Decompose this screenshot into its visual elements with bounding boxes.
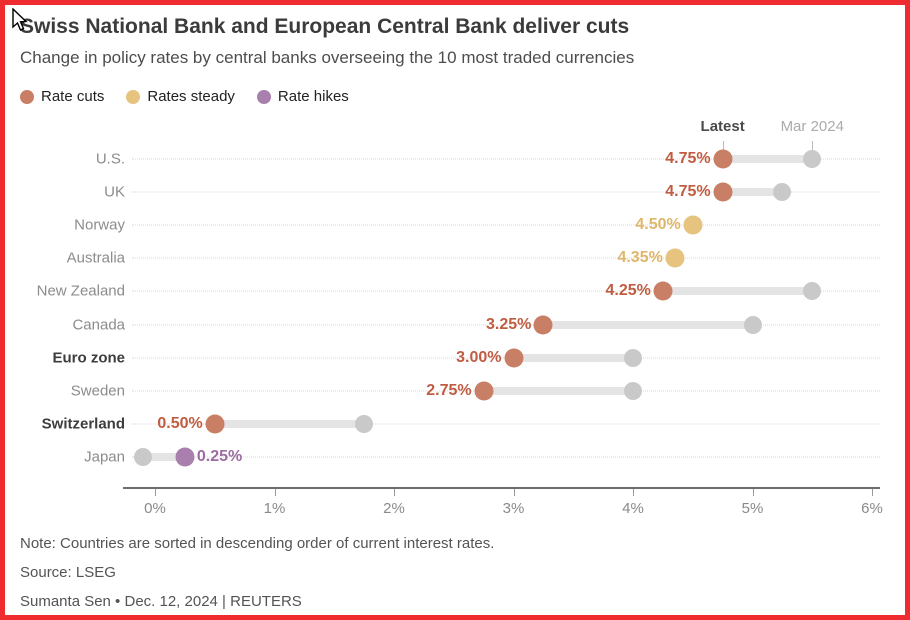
latest-dot-steady bbox=[665, 248, 685, 268]
legend-item-rate-hikes: Rate hikes bbox=[256, 88, 349, 105]
latest-dot-cut bbox=[653, 281, 673, 301]
rate-hikes-dot-icon bbox=[256, 89, 271, 104]
chart-title: Swiss National Bank and European Central… bbox=[20, 15, 630, 38]
connector-bar bbox=[543, 320, 753, 329]
latest-dot-cut bbox=[533, 315, 553, 334]
latest-dot-cut bbox=[205, 414, 225, 434]
row-gridline bbox=[132, 257, 880, 260]
rate-cuts-dot-icon bbox=[20, 89, 34, 104]
row-gridline bbox=[132, 324, 880, 326]
legend: Rate cuts Rates steady Rate hikes bbox=[20, 88, 349, 105]
value-label: 0.25% bbox=[196, 447, 243, 465]
mar-2024-dot bbox=[803, 282, 822, 301]
latest-dot-cut bbox=[504, 348, 523, 368]
x-axis-label: 3% bbox=[502, 500, 525, 517]
connector-bar bbox=[513, 353, 633, 362]
connector-bar bbox=[722, 155, 813, 163]
chart-note: Note: Countries are sorted in descending… bbox=[20, 535, 495, 552]
chart-source: Source: LSEG bbox=[20, 564, 116, 581]
value-label: 3.25% bbox=[486, 315, 532, 333]
chart-byline: Sumanta Sen • Dec. 12, 2024 | REUTERS bbox=[20, 593, 302, 610]
latest-dot-cut bbox=[474, 381, 494, 401]
value-label: 4.75% bbox=[665, 183, 711, 201]
x-axis-label: 0% bbox=[144, 500, 166, 517]
country-label-sweden: Sweden bbox=[70, 382, 125, 400]
legend-item-rate-cuts: Rate cuts bbox=[20, 88, 104, 105]
country-label-norway: Norway bbox=[74, 216, 125, 234]
country-label-switzerland: Switzerland bbox=[41, 415, 125, 433]
legend-label-rate-cuts: Rate cuts bbox=[41, 88, 105, 105]
mar-2024-dot bbox=[134, 447, 153, 466]
latest-header-tick bbox=[722, 141, 724, 150]
mar-2024-dot bbox=[743, 315, 762, 334]
x-axis-label: 5% bbox=[741, 500, 764, 517]
x-axis-tick bbox=[155, 489, 156, 496]
mar-2024-header-tick bbox=[812, 141, 814, 150]
value-label: 4.35% bbox=[617, 249, 663, 267]
column-header-mar-2024: Mar 2024 bbox=[780, 118, 844, 135]
mar-2024-dot bbox=[773, 183, 792, 202]
row-gridline bbox=[132, 158, 880, 161]
value-label: 4.50% bbox=[635, 216, 681, 234]
x-axis-label: 2% bbox=[383, 500, 405, 517]
country-label-japan: Japan bbox=[84, 448, 125, 466]
latest-dot-steady bbox=[683, 215, 703, 235]
connector-bar bbox=[662, 287, 813, 296]
row-gridline bbox=[132, 456, 880, 458]
connector-bar bbox=[214, 419, 365, 428]
country-label-australia: Australia bbox=[66, 249, 125, 267]
x-axis-tick bbox=[872, 489, 873, 496]
row-gridline bbox=[132, 224, 880, 227]
x-axis-tick bbox=[752, 489, 754, 496]
country-label-canada: Canada bbox=[72, 316, 125, 333]
mouse-cursor-icon bbox=[12, 8, 28, 31]
x-axis-tick bbox=[274, 489, 276, 496]
x-axis-tick bbox=[394, 489, 395, 496]
mar-2024-dot bbox=[624, 381, 642, 400]
x-axis-label: 1% bbox=[263, 500, 286, 517]
legend-label-rates-steady: Rates steady bbox=[147, 88, 235, 105]
x-axis-label: 4% bbox=[622, 500, 644, 517]
column-header-latest: Latest bbox=[700, 118, 745, 135]
mar-2024-dot bbox=[803, 150, 822, 168]
country-label-u-s-: U.S. bbox=[95, 150, 125, 168]
mar-2024-dot bbox=[624, 348, 642, 367]
x-axis-tick bbox=[633, 489, 634, 496]
row-gridline bbox=[132, 423, 880, 425]
latest-dot-cut bbox=[713, 149, 733, 169]
legend-label-rate-hikes: Rate hikes bbox=[277, 88, 349, 105]
mar-2024-dot bbox=[355, 414, 374, 433]
rates-steady-dot-icon bbox=[126, 89, 141, 104]
chart-subtitle: Change in policy rates by central banks … bbox=[20, 48, 635, 67]
value-label: 0.50% bbox=[157, 414, 203, 432]
country-label-euro-zone: Euro zone bbox=[52, 349, 125, 367]
connector-bar bbox=[483, 386, 633, 395]
latest-dot-hike bbox=[175, 447, 195, 467]
connector-bar bbox=[143, 452, 185, 461]
connector-bar bbox=[722, 188, 783, 197]
value-label: 2.75% bbox=[426, 381, 472, 399]
country-label-new-zealand: New Zealand bbox=[36, 282, 125, 300]
latest-dot-cut bbox=[713, 182, 733, 202]
x-axis-label: 6% bbox=[861, 500, 883, 517]
country-label-uk: UK bbox=[104, 183, 125, 201]
value-label: 4.25% bbox=[605, 282, 651, 300]
row-gridline bbox=[132, 191, 880, 194]
x-axis-tick bbox=[513, 489, 515, 496]
value-label: 4.75% bbox=[665, 150, 711, 167]
legend-item-rates-steady: Rates steady bbox=[126, 88, 235, 105]
value-label: 3.00% bbox=[456, 348, 502, 366]
dumbbell-chart: Latest Mar 2024 U.S. 4.75% UK 4.75% Norway 4.50… bbox=[5, 5, 905, 615]
row-gridline bbox=[132, 290, 880, 293]
x-axis-line bbox=[123, 487, 880, 489]
